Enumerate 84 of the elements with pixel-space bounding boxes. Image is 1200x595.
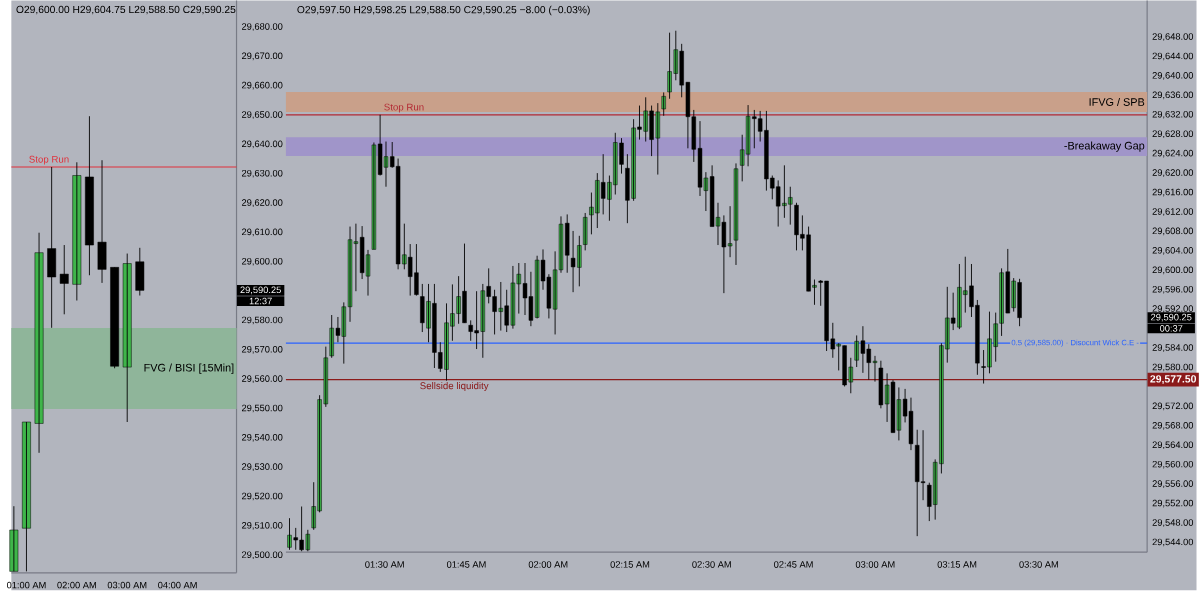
- ref-line-label: 29,577.50: [1150, 375, 1197, 385]
- annotation: Stop Run: [384, 103, 424, 113]
- y-tick-label: 29,544.00: [1152, 538, 1194, 547]
- y-tick-label: 29,620.00: [242, 199, 283, 207]
- y-tick-label: 29,530.00: [242, 463, 283, 472]
- x-tick-label: 01:00 AM: [6, 581, 46, 589]
- candlestick: [72, 161, 82, 301]
- y-tick-label: 29,610.00: [242, 228, 283, 237]
- candlestick: [97, 159, 107, 284]
- y-tick-label: 29,560.00: [1152, 460, 1194, 469]
- y-tick-label: 29,620.00: [1152, 169, 1194, 177]
- y-tick-label: 29,548.00: [1152, 519, 1194, 527]
- candlestick: [110, 266, 120, 369]
- y-tick-label: 29,580.00: [242, 316, 283, 325]
- y-tick-label: 29,510.00: [242, 522, 283, 530]
- x-tick-label: 03:30 AM: [1019, 561, 1058, 568]
- y-tick-label: 29,560.00: [242, 375, 283, 384]
- text: 29,590.25: [1151, 313, 1192, 322]
- x-tick-label: 02:30 AM: [692, 561, 731, 568]
- candlestick: [727, 205, 733, 258]
- y-tick-label: 29,608.00: [1152, 227, 1194, 236]
- y-tick-label: 29,564.00: [1152, 441, 1194, 450]
- y-tick-label: 29,600.00: [1152, 266, 1194, 275]
- x-tick-label: 04:00 AM: [158, 581, 197, 589]
- y-tick-label: 29,596.00: [1152, 285, 1194, 294]
- y-tick-label: 29,572.00: [1152, 402, 1194, 411]
- y-tick-label: 29,630.00: [242, 169, 283, 178]
- text: 12:37: [249, 297, 272, 305]
- x-tick-label: 01:45 AM: [446, 561, 486, 568]
- y-tick-label: 29,500.00: [242, 551, 283, 560]
- x-tick-label: 02:15 AM: [610, 561, 650, 568]
- y-tick-label: 29,552.00: [1152, 499, 1194, 508]
- chart-subtitle: O29,597.50 H29,598.25 L29,588.50 C29,590.25 −8.00 (−0.03%): [297, 5, 590, 16]
- candlestick: [22, 421, 31, 572]
- x-tick-label: 02:00 AM: [57, 581, 96, 589]
- candlestick: [85, 115, 94, 276]
- chart-subtitle: O29,600.00 H29,604.75 L29,588.50 C29,590.25: [16, 5, 236, 15]
- candlestick: [122, 253, 132, 423]
- candlestick: [135, 247, 145, 296]
- annotation: Stop Run: [29, 155, 69, 165]
- annotation: Sellside liquidity: [420, 382, 489, 392]
- band-label: IFVG / SPB: [1089, 97, 1145, 106]
- candlestick: [34, 232, 44, 454]
- y-tick-label: 29,648.00: [1152, 33, 1194, 41]
- y-tick-label: 29,632.00: [1152, 111, 1194, 119]
- candlestick: [661, 92, 666, 117]
- y-tick-label: 29,580.00: [1152, 363, 1194, 372]
- y-tick-label: 29,660.00: [242, 81, 283, 90]
- y-tick-label: 29,584.00: [1152, 344, 1194, 352]
- x-tick-label: 02:45 AM: [774, 561, 813, 568]
- candlestick: [59, 244, 69, 315]
- y-tick-label: 29,612.00: [1152, 208, 1194, 216]
- y-tick-label: 29,624.00: [1152, 149, 1194, 158]
- y-tick-label: 29,550.00: [242, 404, 283, 413]
- x-tick-label: 03:00 AM: [107, 581, 147, 589]
- candlestick: [583, 212, 588, 251]
- y-tick-label: 29,556.00: [1152, 480, 1194, 488]
- candlestick: [47, 166, 57, 329]
- y-tick-label: 29,616.00: [1152, 188, 1194, 197]
- y-tick-label: 29,604.00: [1152, 247, 1194, 255]
- y-tick-label: 29,600.00: [242, 257, 283, 266]
- candlestick: [733, 162, 739, 266]
- text: 29,590.25: [240, 286, 281, 295]
- band-label: FVG / BISI [15Min]: [144, 363, 234, 374]
- candlestick: [9, 505, 19, 572]
- band-label: -Breakaway Gap: [1064, 141, 1145, 152]
- x-tick-label: 01:30 AM: [365, 561, 404, 568]
- y-tick-label: 29,670.00: [242, 52, 283, 61]
- y-tick-label: 29,644.00: [1152, 52, 1194, 61]
- text: 00:37: [1159, 325, 1183, 332]
- y-tick-label: 29,570.00: [242, 346, 283, 354]
- y-tick-label: 29,680.00: [242, 23, 283, 31]
- y-tick-label: 29,540.00: [242, 434, 283, 442]
- y-tick-label: 29,640.00: [1152, 72, 1194, 80]
- x-tick-label: 02:00 AM: [528, 561, 568, 568]
- y-tick-label: 29,636.00: [1152, 91, 1194, 100]
- y-tick-label: 29,568.00: [1152, 422, 1194, 430]
- x-tick-label: 03:15 AM: [937, 561, 977, 568]
- y-tick-label: 29,640.00: [242, 140, 283, 149]
- y-tick-label: 29,628.00: [1152, 130, 1194, 139]
- x-tick-label: 03:00 AM: [855, 561, 895, 568]
- y-tick-label: 29,592.00: [1152, 305, 1194, 314]
- y-tick-label: 29,650.00: [242, 111, 283, 119]
- y-tick-label: 29,520.00: [242, 492, 283, 501]
